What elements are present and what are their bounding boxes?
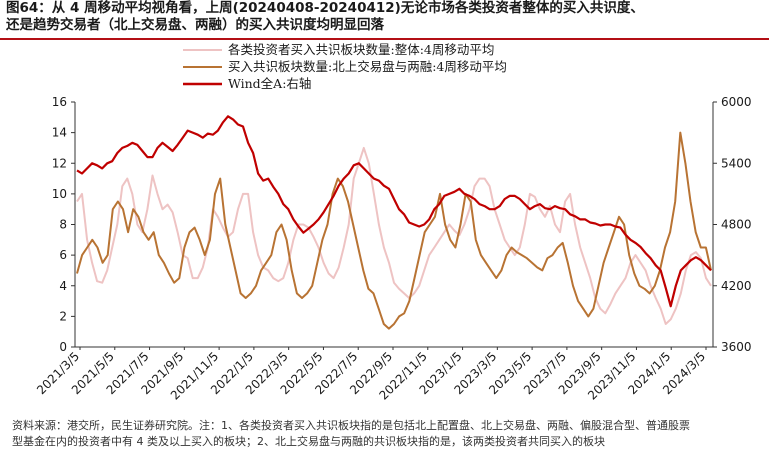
series-line-3 [76, 115, 712, 308]
y-right-tick-label: 5400 [721, 156, 752, 170]
y-right-tick-label: 3600 [721, 340, 752, 354]
source-note: 资料来源：港交所，民生证券研究院。注：1、各类投资者买入共识板块指的是包括北上配… [12, 418, 764, 450]
chart-series [76, 115, 712, 330]
y-right-tick-label: 4800 [721, 218, 752, 232]
y-left-tick-label: 6 [59, 248, 67, 262]
legend-label-1: 各类投资者买入共识板块数量:整体:4周移动平均 [228, 42, 494, 57]
source-note-line-2: 型基金在内的投资者中有 4 类及以上买入的板块；2、北上交易盘与两融的共识板块指… [12, 435, 605, 448]
legend-label-2: 买入共识板块数量:北上交易盘与两融:4周移动平均 [228, 59, 507, 74]
y-left-tick-label: 0 [59, 340, 67, 354]
y-right-tick-label: 6000 [721, 95, 752, 109]
line-chart: 各类投资者买入共识板块数量:整体:4周移动平均买入共识板块数量:北上交易盘与两融… [34, 42, 751, 403]
title-rule [0, 38, 769, 40]
chart-axes: 0246810121416360042004800540060002021/3/… [34, 95, 751, 403]
y-left-tick-label: 2 [59, 309, 67, 323]
y-left-tick-label: 16 [52, 95, 67, 109]
legend-label-3: Wind全A:右轴 [228, 76, 311, 91]
y-left-tick-label: 8 [59, 218, 67, 232]
y-left-tick-label: 12 [52, 156, 67, 170]
source-note-line-1: 资料来源：港交所，民生证券研究院。注：1、各类投资者买入共识板块指的是包括北上配… [12, 419, 690, 432]
y-right-tick-label: 4200 [721, 279, 752, 293]
chart-legend: 各类投资者买入共识板块数量:整体:4周移动平均买入共识板块数量:北上交易盘与两融… [183, 42, 507, 91]
figure-title-line-2: 还是趋势交易者（北上交易盘、两融）的买入共识度均明显回落 [6, 17, 384, 33]
figure-title-line-1: 图64：从 4 周移动平均视角看，上周(20240408-20240412)无论… [6, 0, 644, 16]
y-left-tick-label: 10 [52, 187, 67, 201]
series-line-2 [76, 131, 712, 330]
y-left-tick-label: 14 [52, 126, 67, 140]
y-left-tick-label: 4 [59, 279, 67, 293]
figure-title: 图64：从 4 周移动平均视角看，上周(20240408-20240412)无论… [6, 0, 762, 34]
series-line-1 [76, 146, 712, 325]
